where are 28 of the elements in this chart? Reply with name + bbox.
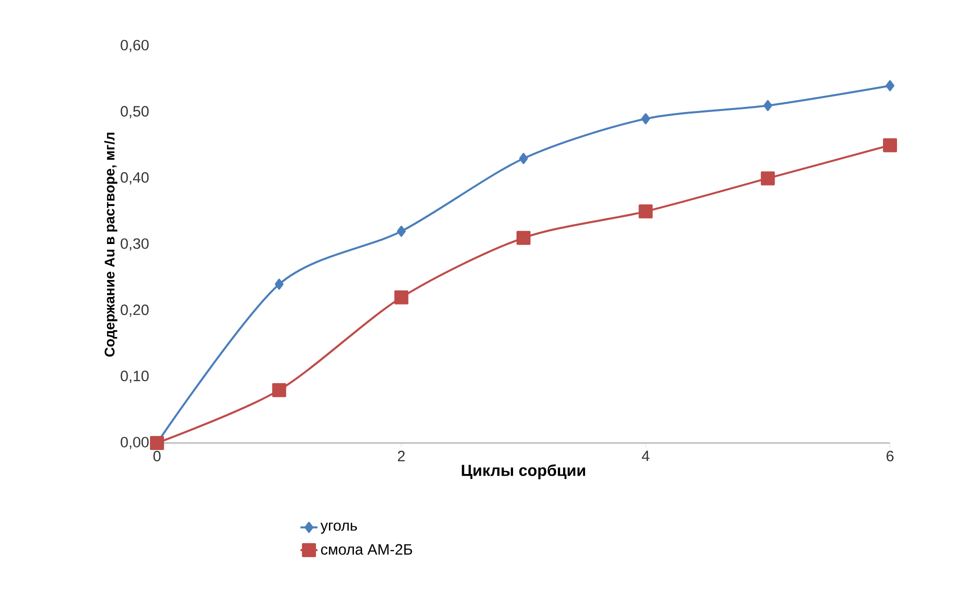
point [638, 204, 653, 218]
point [883, 138, 898, 152]
point [760, 171, 775, 186]
y-tick-label: 0,00 [120, 436, 149, 450]
x-axis-title: Циклы сорбции [462, 464, 586, 480]
point [272, 383, 286, 398]
point [516, 230, 531, 245]
point [519, 152, 528, 164]
point [396, 226, 406, 237]
point [641, 113, 650, 124]
x-tick-label: 6 [886, 450, 894, 462]
y-tick-label: 0,50 [120, 106, 149, 118]
point [763, 100, 772, 112]
y-axis-title: Содержание Au в растворе, мг/л [104, 132, 118, 357]
y-tick-label: 0,10 [120, 370, 149, 383]
legend-label: уголь [320, 522, 357, 534]
point [394, 290, 408, 304]
legend-label: смола АМ-2Б [321, 544, 412, 555]
x-tick-label: 4 [642, 450, 650, 462]
point [150, 436, 164, 450]
y-tick-label: 0,30 [120, 238, 149, 251]
y-tick-label: 0,40 [120, 172, 149, 184]
x-tick-label: 2 [398, 450, 405, 462]
y-tick-label: 0,60 [120, 40, 149, 52]
point [886, 80, 894, 92]
x-tick-label: 0 [153, 450, 161, 462]
point [274, 278, 284, 290]
y-tick-label: 0,20 [120, 304, 149, 317]
